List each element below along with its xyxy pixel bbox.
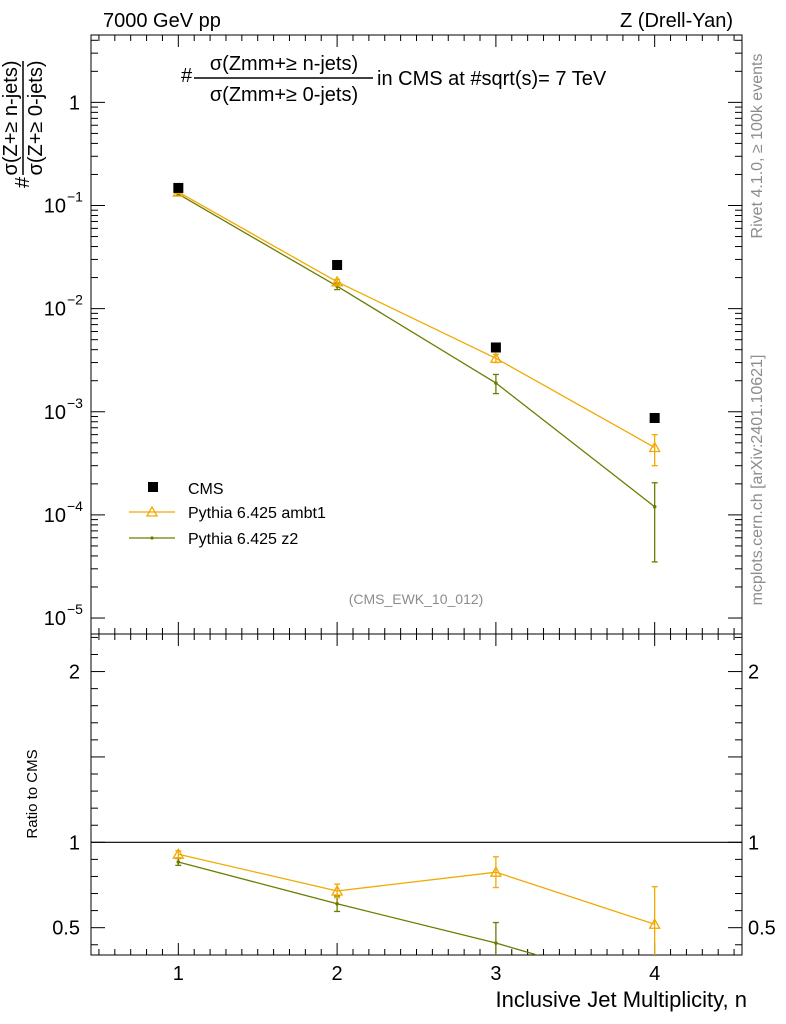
xtick-labels: 1 2 3 4: [173, 963, 660, 985]
main-ytick-labels: 110−110−210−310−410−5: [44, 92, 83, 630]
main-title: # σ(Zmm+≥ n-jets) σ(Zmm+≥ 0-jets) in CMS…: [181, 53, 607, 106]
main-ytick-label-base: 10: [44, 608, 66, 630]
cms-point: [649, 412, 660, 423]
header-left: 7000 GeV pp: [103, 10, 221, 32]
ratio-z2-line: [178, 861, 540, 955]
main-title-denominator: σ(Zmm+≥ 0-jets): [210, 84, 358, 106]
ratio-panel-ticks: [91, 634, 742, 955]
legend-cms-label: CMS: [188, 481, 224, 498]
xtick-label: 4: [649, 963, 660, 985]
ratio-ambt1-point: [648, 917, 661, 929]
xaxis-label: Inclusive Jet Multiplicity, n: [496, 987, 747, 1012]
cms-point: [490, 342, 501, 353]
main-ytick-label-base: 10: [44, 299, 66, 321]
main-series: [172, 182, 661, 563]
xtick-label: 1: [173, 963, 184, 985]
ratio-ylabel: Ratio to CMS: [24, 749, 41, 838]
ratio-clipped-group: [91, 841, 742, 955]
main-ytick-label-base: 10: [44, 195, 66, 217]
legend-ambt1-label: Pythia 6.425 ambt1: [188, 505, 326, 522]
main-ylabel-numerator: σ(Z+≥ n-jets): [0, 61, 22, 176]
main-ytick-label-exponent: −4: [67, 498, 83, 514]
ratio-z2-point: [494, 941, 498, 945]
ratio-ytick-label-right: 2: [748, 662, 759, 684]
legend-cms-marker: [148, 482, 158, 492]
z2-line: [178, 193, 656, 508]
ratio-ambt1-point: [489, 865, 502, 877]
legend-z2-label: Pythia 6.425 z2: [188, 531, 298, 548]
main-panel-ticks: [91, 35, 742, 634]
main-ytick-label: 1: [69, 92, 80, 114]
cms-point: [173, 182, 184, 193]
main-ylabel: # σ(Z+≥ n-jets) σ(Z+≥ 0-jets): [0, 61, 47, 189]
mcplots-source-label: mcplots.cern.ch [arXiv:2401.10621]: [749, 355, 766, 606]
main-ylabel-denominator: σ(Z+≥ 0-jets): [25, 61, 47, 176]
main-ylabel-prefix: #: [12, 176, 34, 188]
rivet-version-label: Rivet 4.1.0, ≥ 100k events: [749, 54, 766, 239]
ratio-ambt1-point: [172, 847, 185, 859]
xtick-label: 3: [490, 963, 501, 985]
ratio-ytick-label-left: 1: [69, 832, 80, 854]
main-ytick-label-exponent: −2: [67, 292, 83, 308]
legend: CMS Pythia 6.425 ambt1 Pythia 6.425 z2: [129, 481, 326, 548]
main-ytick-label-base: 10: [44, 402, 66, 424]
main-ytick-label-exponent: −3: [67, 395, 83, 411]
xtick-label: 2: [332, 963, 343, 985]
main-ytick-label-exponent: −5: [67, 601, 83, 617]
main-ytick-label-exponent: −1: [67, 188, 83, 204]
ratio-ytick-label-right: 1: [748, 832, 759, 854]
ambt1-point: [331, 275, 344, 287]
header-right: Z (Drell-Yan): [620, 10, 733, 32]
ratio-z2-point: [335, 901, 339, 906]
cms-point: [332, 259, 343, 270]
z2-point: [494, 381, 498, 385]
main-title-prefix: #: [181, 65, 193, 87]
ambt1-line: [178, 191, 655, 449]
analysis-tag: (CMS_EWK_10_012): [349, 591, 484, 607]
ambt1-point: [648, 441, 661, 453]
ratio-ytick-label-left: 2: [69, 662, 80, 684]
main-title-numerator: σ(Zmm+≥ n-jets): [210, 53, 358, 75]
ratio-ytick-label-right: 0.5: [748, 918, 776, 940]
ratio-z2-point: [176, 860, 181, 864]
ambt1-point: [489, 351, 502, 363]
ratio-series: [91, 841, 742, 955]
ratio-ytick-label-left: 0.5: [52, 918, 80, 940]
ratio-ambt1-point: [331, 884, 344, 896]
ratio-panel-frame: [90, 633, 743, 956]
main-title-suffix: in CMS at #sqrt(s)= 7 TeV: [377, 68, 607, 90]
z2-point: [652, 504, 657, 509]
ratio-ytick-labels: 0.5 0.5 1 1 2 2: [52, 662, 776, 940]
ratio-ambt1-line: [178, 853, 655, 925]
legend-z2-marker: [150, 536, 154, 540]
legend-ambt1-marker: [145, 505, 159, 517]
main-ytick-label-base: 10: [44, 505, 66, 527]
